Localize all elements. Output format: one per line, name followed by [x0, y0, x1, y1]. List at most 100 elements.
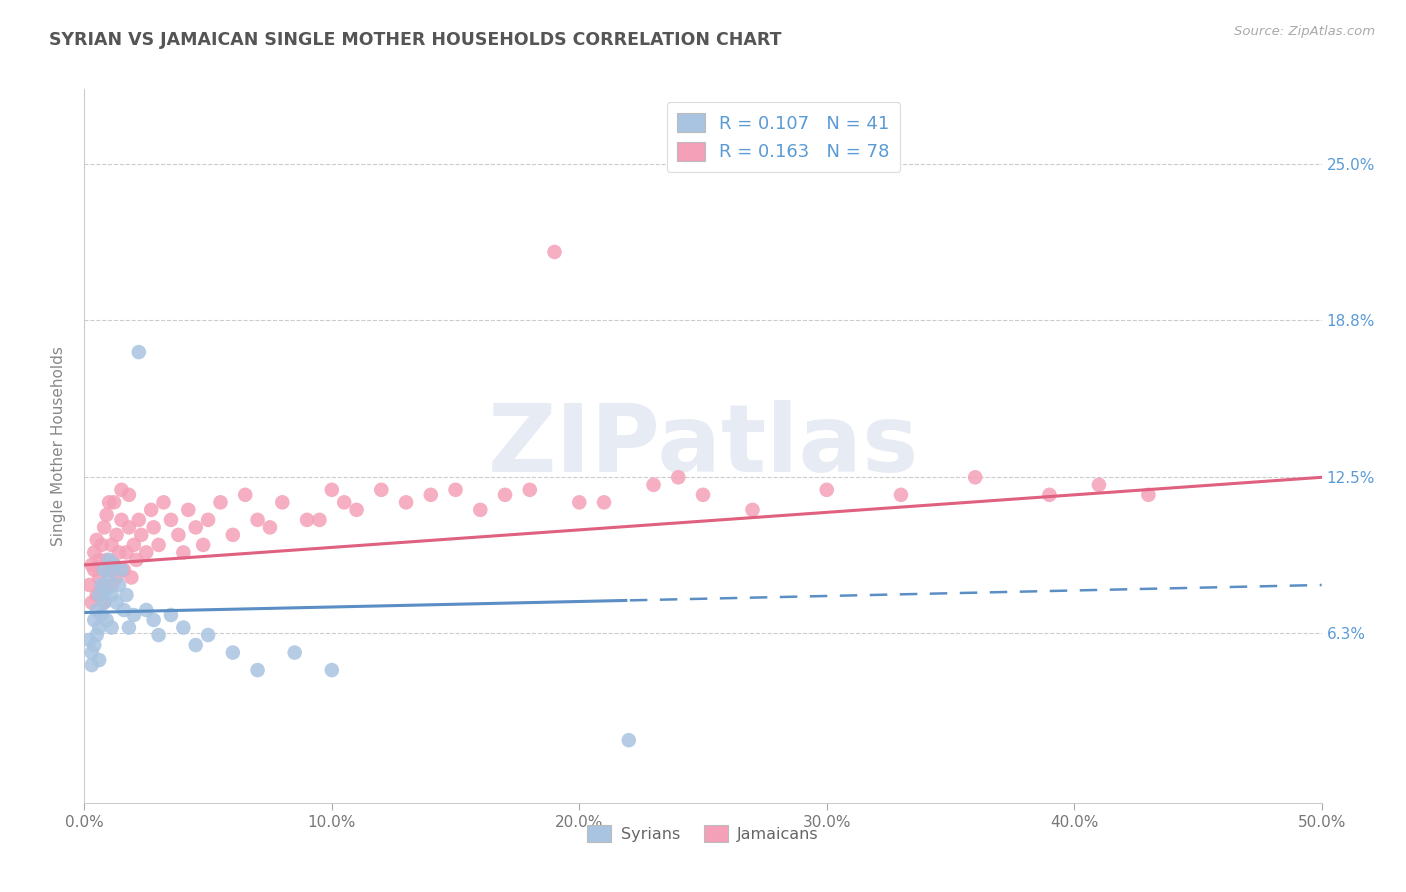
Point [308, 513, 330, 527]
Point [444, 483, 467, 497]
Point [593, 495, 616, 509]
Point [172, 621, 194, 635]
Point [86, 603, 108, 617]
Point [184, 520, 207, 534]
Point [105, 528, 128, 542]
Point [152, 495, 174, 509]
Point [197, 628, 219, 642]
Point [141, 503, 163, 517]
Point [93, 520, 115, 534]
Point [103, 495, 125, 509]
Point [160, 513, 183, 527]
Point [184, 638, 207, 652]
Point [118, 488, 141, 502]
Point [233, 488, 256, 502]
Point [80, 646, 103, 660]
Point [246, 663, 269, 677]
Point [1137, 488, 1160, 502]
Point [494, 488, 516, 502]
Point [115, 545, 138, 559]
Point [321, 663, 343, 677]
Point [177, 503, 200, 517]
Point [83, 613, 105, 627]
Point [129, 528, 152, 542]
Point [115, 588, 138, 602]
Point [103, 558, 125, 572]
Point [965, 470, 987, 484]
Point [271, 495, 294, 509]
Point [108, 578, 131, 592]
Text: ZIPatlas: ZIPatlas [488, 400, 918, 492]
Point [83, 545, 105, 559]
Point [419, 488, 441, 502]
Point [96, 613, 118, 627]
Point [103, 558, 125, 572]
Point [135, 545, 157, 559]
Point [89, 621, 111, 635]
Point [96, 582, 118, 597]
Point [100, 578, 122, 592]
Point [98, 553, 121, 567]
Point [142, 520, 165, 534]
Point [643, 478, 665, 492]
Point [172, 545, 194, 559]
Point [543, 244, 565, 259]
Point [222, 646, 245, 660]
Point [86, 628, 108, 642]
Point [93, 595, 115, 609]
Point [80, 558, 103, 572]
Point [90, 607, 112, 622]
Point [93, 595, 115, 609]
Point [86, 588, 108, 602]
Point [470, 503, 492, 517]
Point [666, 470, 689, 484]
Point [395, 495, 418, 509]
Point [98, 563, 121, 577]
Point [100, 588, 122, 602]
Point [167, 528, 190, 542]
Point [142, 613, 165, 627]
Point [79, 633, 101, 648]
Point [222, 528, 245, 542]
Legend: Syrians, Jamaicans: Syrians, Jamaicans [581, 818, 825, 848]
Point [112, 603, 135, 617]
Point [90, 538, 112, 552]
Point [209, 495, 232, 509]
Point [89, 588, 111, 602]
Y-axis label: Single Mother Households: Single Mother Households [51, 346, 66, 546]
Point [148, 628, 170, 642]
Point [1088, 478, 1111, 492]
Point [98, 570, 121, 584]
Point [617, 733, 640, 747]
Point [110, 563, 132, 577]
Point [346, 503, 368, 517]
Point [197, 513, 219, 527]
Point [108, 545, 131, 559]
Point [333, 495, 356, 509]
Point [83, 638, 105, 652]
Point [815, 483, 838, 497]
Point [741, 503, 763, 517]
Point [191, 538, 214, 552]
Point [568, 495, 591, 509]
Point [122, 538, 145, 552]
Point [79, 578, 101, 592]
Point [80, 595, 103, 609]
Point [93, 563, 115, 577]
Point [125, 553, 148, 567]
Point [148, 538, 170, 552]
Point [246, 513, 269, 527]
Point [89, 553, 111, 567]
Point [295, 513, 318, 527]
Point [160, 607, 183, 622]
Point [90, 582, 112, 597]
Point [96, 553, 118, 567]
Point [128, 345, 150, 359]
Point [890, 488, 912, 502]
Point [321, 483, 343, 497]
Text: SYRIAN VS JAMAICAN SINGLE MOTHER HOUSEHOLDS CORRELATION CHART: SYRIAN VS JAMAICAN SINGLE MOTHER HOUSEHO… [49, 31, 782, 49]
Point [112, 563, 135, 577]
Point [1038, 488, 1060, 502]
Point [89, 570, 111, 584]
Point [100, 538, 122, 552]
